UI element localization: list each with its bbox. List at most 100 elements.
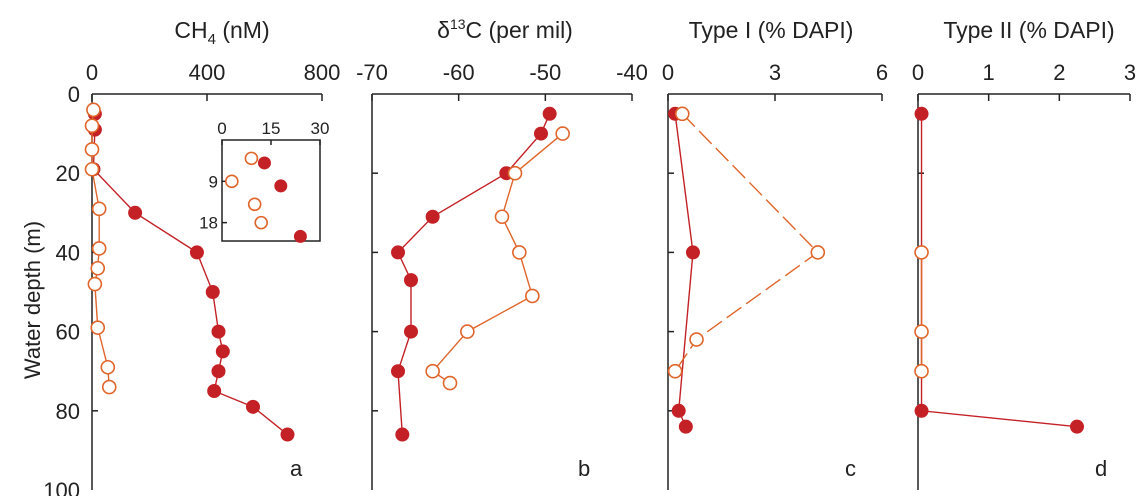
open-data-point: [101, 379, 117, 395]
open-data-point: [810, 245, 826, 260]
filled-data-point: [215, 344, 230, 359]
series-line-filled: [397, 113, 551, 435]
panel-label: c: [845, 456, 856, 481]
x-tick-label: 2: [1053, 60, 1065, 85]
inset-x-tick-label: 15: [262, 119, 281, 138]
panel-c: 0 3 6 Type I (% DAPI) c: [662, 17, 888, 490]
panel-title: Type II (% DAPI): [943, 17, 1114, 43]
open-data-point: [914, 324, 929, 339]
filled-data-point: [128, 205, 143, 220]
inset-x-tick-label: 30: [311, 119, 330, 138]
panel-title: CH4 (nM): [174, 17, 269, 48]
y-tick-label: 100: [43, 478, 80, 496]
filled-data-point: [914, 403, 929, 418]
open-data-point: [442, 375, 458, 391]
series-line-filled: [674, 113, 694, 427]
panel-label: d: [1095, 456, 1107, 481]
open-data-point: [525, 288, 540, 304]
filled-data-point: [205, 285, 220, 299]
inset-filled-point: [293, 229, 307, 243]
x-tick-label: 6: [876, 60, 888, 85]
open-data-point: [425, 363, 440, 379]
panel-label: a: [290, 456, 303, 481]
x-tick-label: 0: [86, 60, 98, 85]
filled-data-point: [425, 209, 440, 224]
inset-y-tick-label: 9: [209, 172, 218, 191]
inset-x-tick-label: 0: [217, 119, 226, 138]
inset-open-point: [254, 215, 269, 230]
open-data-point: [91, 241, 107, 256]
open-data-point: [100, 359, 116, 375]
open-data-point: [90, 320, 106, 335]
filled-data-point: [211, 324, 226, 339]
filled-data-point: [246, 399, 260, 414]
y-tick-label: 60: [56, 320, 80, 345]
y-tick-label: 80: [56, 399, 80, 424]
open-data-point: [460, 324, 475, 339]
x-tick-label: -40: [616, 60, 648, 85]
filled-data-point: [1070, 419, 1084, 434]
filled-data-point: [404, 273, 418, 288]
open-data-point: [84, 142, 100, 157]
series-line-filled: [920, 113, 1078, 428]
x-tick-label: 400: [189, 60, 226, 85]
x-tick-label: 1: [983, 60, 995, 85]
panel-label: b: [578, 456, 590, 481]
open-data-point: [689, 332, 704, 347]
panel-title: Type I (% DAPI): [689, 17, 854, 43]
x-tick-label: -50: [529, 60, 561, 85]
x-tick-label: 3: [1124, 60, 1136, 85]
x-tick-label: 0: [912, 60, 924, 85]
y-axis-title: Water depth (m): [20, 221, 45, 379]
panel-b: -70 -60 -50 -40 δ13C (per mil) b: [356, 16, 648, 490]
filled-data-point: [189, 245, 204, 260]
filled-data-point: [404, 324, 418, 339]
open-data-point: [86, 102, 101, 118]
inset-y-tick-label: 18: [199, 214, 218, 233]
panel-a: 0 400 800 CH4 (nM) a 0 15 30 9 18: [84, 17, 341, 490]
panel-d: 0 1 2 3 Type II (% DAPI) d: [912, 17, 1136, 490]
open-data-point: [87, 276, 103, 292]
y-tick-label: 0: [68, 82, 80, 107]
inset-filled-point: [274, 179, 288, 193]
open-data-point: [507, 165, 523, 181]
filled-data-point: [211, 364, 226, 379]
x-tick-label: 800: [304, 60, 341, 85]
x-tick-label: 3: [769, 60, 781, 85]
open-data-point: [914, 245, 929, 260]
filled-data-point: [391, 364, 405, 379]
filled-data-point: [534, 126, 548, 141]
open-data-point: [90, 260, 106, 276]
inset-open-point: [247, 197, 262, 212]
filled-data-point: [395, 427, 410, 442]
y-tick-label: 20: [56, 161, 80, 186]
open-data-point: [512, 245, 527, 260]
open-data-point: [667, 363, 683, 379]
filled-data-point: [914, 106, 929, 121]
filled-data-point: [207, 384, 222, 398]
open-data-point: [494, 209, 510, 225]
panel-title: δ13C (per mil): [437, 16, 573, 43]
inset-filled-point: [257, 156, 271, 170]
filled-data-point: [671, 403, 686, 418]
x-tick-label: -60: [443, 60, 475, 85]
inset-open-point: [225, 174, 239, 189]
inset-open-point: [244, 151, 259, 166]
series-line-open: [674, 113, 819, 372]
x-tick-label: -70: [356, 60, 388, 85]
filled-data-point: [280, 427, 295, 442]
filled-data-point: [542, 106, 557, 121]
open-data-point: [674, 106, 690, 122]
open-data-point: [914, 363, 929, 379]
open-data-point: [84, 161, 100, 177]
x-tick-label: 0: [662, 60, 674, 85]
y-tick-label: 40: [56, 240, 80, 265]
open-data-point: [555, 126, 570, 141]
filled-data-point: [678, 419, 693, 434]
filled-data-point: [685, 245, 700, 260]
filled-data-point: [391, 245, 405, 260]
series-line-open: [431, 133, 564, 384]
inset-chart: 0 15 30 9 18: [199, 119, 330, 243]
open-data-point: [84, 118, 100, 133]
